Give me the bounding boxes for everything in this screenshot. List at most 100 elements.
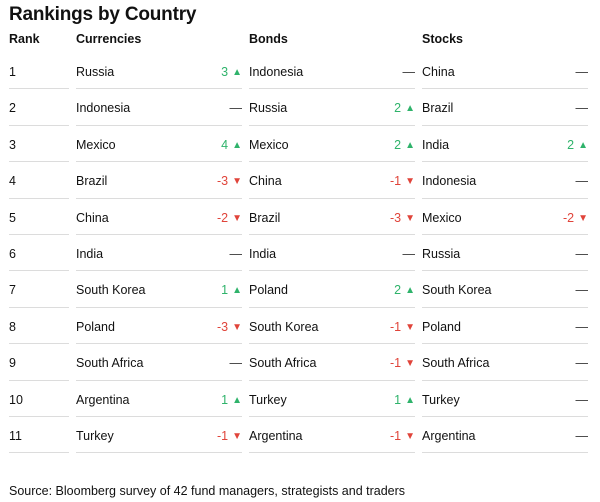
row-divider <box>9 452 69 454</box>
triangle-down-icon: ▼ <box>232 176 242 188</box>
row-divider <box>9 233 69 235</box>
bond-change-value: 2 <box>394 283 402 298</box>
row-divider <box>422 88 588 90</box>
stock-change-value: — <box>575 65 589 79</box>
stock-change-value: -2 <box>562 210 575 225</box>
rank-cell: 1 <box>9 65 16 79</box>
rank-cell: 10 <box>9 392 23 407</box>
header-currencies: Currencies <box>76 32 142 46</box>
bond-change-value: 2 <box>394 101 402 116</box>
rankings-table: 1 Russia 3 ▲ Indonesia — China —2 Indonesia — Russ… <box>0 53 600 454</box>
stock-change-cell: — <box>576 247 589 261</box>
row-divider <box>422 233 588 235</box>
row-divider <box>76 197 242 199</box>
row-divider <box>76 270 242 272</box>
table-row: 1 Russia 3 ▲ Indonesia — China — <box>0 53 600 90</box>
bond-change-cell: 2 ▲ <box>394 138 415 152</box>
row-divider <box>422 343 588 345</box>
row-divider <box>9 415 69 417</box>
row-divider <box>76 415 242 417</box>
bond-name-cell: India <box>249 246 277 261</box>
row-divider <box>9 343 69 345</box>
row-divider <box>9 379 69 381</box>
table-row: 7 South Korea 1 ▲ Poland 2 ▲ South Korea — <box>0 271 600 308</box>
table-row: 3 Mexico 4 ▲ Mexico 2 ▲ India 2 ▲ <box>0 126 600 163</box>
currency-name-cell: Brazil <box>76 174 108 189</box>
bond-change-cell: -1 ▼ <box>390 320 415 334</box>
stock-change-value: — <box>575 319 589 334</box>
row-divider <box>249 233 415 235</box>
triangle-down-icon: ▼ <box>405 358 415 370</box>
stock-name-cell: Russia <box>422 246 461 261</box>
row-divider <box>249 270 415 272</box>
row-divider <box>9 161 69 163</box>
stock-change-cell: — <box>576 174 589 188</box>
row-divider <box>9 88 69 90</box>
table-row: 6 India — India — Russia — <box>0 235 600 272</box>
header-stocks: Stocks <box>422 32 463 46</box>
stock-name-cell: China <box>422 65 455 79</box>
rank-cell: 7 <box>9 283 16 298</box>
row-divider <box>76 379 242 381</box>
table-row: 8 Poland -3 ▼ South Korea -1 ▼ Poland — <box>0 308 600 345</box>
currency-name-cell: Turkey <box>76 428 114 443</box>
bond-change-value: -1 <box>389 174 402 189</box>
rank-cell: 5 <box>9 210 16 225</box>
bond-name-cell: South Africa <box>249 356 317 371</box>
currency-name-cell: South Africa <box>76 356 144 371</box>
row-divider <box>249 161 415 163</box>
row-divider <box>422 124 588 126</box>
table-title: Rankings by Country <box>9 4 197 25</box>
bond-change-value: -1 <box>389 428 402 443</box>
bond-change-value: -1 <box>389 319 402 334</box>
row-divider <box>249 124 415 126</box>
stock-name-cell: South Korea <box>422 283 492 298</box>
currency-change-cell: 1 ▲ <box>221 393 242 407</box>
stock-name-cell: South Africa <box>422 356 490 371</box>
currency-change-cell: — <box>230 356 243 370</box>
row-divider <box>422 197 588 199</box>
triangle-down-icon: ▼ <box>405 321 415 333</box>
currency-change-cell: — <box>230 101 243 115</box>
stock-change-cell: — <box>576 393 589 407</box>
stock-change-cell: — <box>576 283 589 297</box>
currency-change-cell: -3 ▼ <box>217 320 242 334</box>
bond-name-cell: Mexico <box>249 137 289 152</box>
currency-name-cell: India <box>76 246 104 261</box>
stock-change-value: — <box>575 174 589 189</box>
rank-cell: 6 <box>9 246 16 261</box>
bond-name-cell: Russia <box>249 101 288 116</box>
row-divider <box>9 270 69 272</box>
row-divider <box>9 124 69 126</box>
triangle-down-icon: ▼ <box>578 212 588 224</box>
bond-change-cell: — <box>403 65 416 79</box>
currency-change-value: — <box>229 356 243 371</box>
currency-change-value: — <box>229 101 243 116</box>
table-row: 2 Indonesia — Russia 2 ▲ Brazil — <box>0 89 600 126</box>
currency-change-value: 1 <box>221 283 229 298</box>
bond-change-value: 1 <box>394 392 402 407</box>
row-divider <box>249 379 415 381</box>
bond-change-cell: -1 ▼ <box>390 429 415 443</box>
stock-name-cell: Indonesia <box>422 174 477 189</box>
row-divider <box>422 306 588 308</box>
bond-change-cell: -1 ▼ <box>390 356 415 370</box>
currency-name-cell: China <box>76 210 109 225</box>
header-rank: Rank <box>9 32 40 46</box>
stock-change-cell: — <box>576 101 589 115</box>
header-bonds: Bonds <box>249 32 288 46</box>
stock-change-value: — <box>575 392 589 407</box>
stock-name-cell: Brazil <box>422 101 454 116</box>
stock-name-cell: India <box>422 137 450 152</box>
table-row: 9 South Africa — South Africa -1 ▼ South Afric… <box>0 344 600 381</box>
stock-change-cell: — <box>576 356 589 370</box>
currency-name-cell: Russia <box>76 65 115 79</box>
bond-change-cell: 2 ▲ <box>394 283 415 297</box>
row-divider <box>422 415 588 417</box>
currency-name-cell: Argentina <box>76 392 130 407</box>
currency-change-value: — <box>229 246 243 261</box>
rank-cell: 8 <box>9 319 16 334</box>
rank-cell: 2 <box>9 101 16 116</box>
currency-name-cell: Indonesia <box>76 101 131 116</box>
rank-cell: 3 <box>9 137 16 152</box>
